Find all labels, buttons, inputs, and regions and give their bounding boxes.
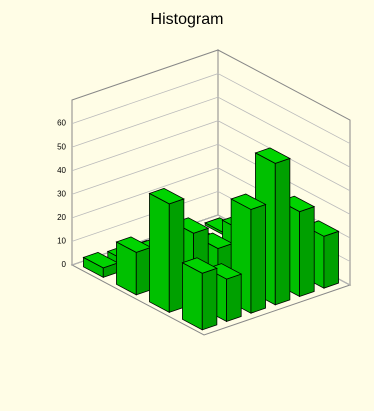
bar-side	[226, 273, 242, 323]
bar-side	[168, 198, 185, 313]
bar-top	[254, 147, 291, 164]
grid-line	[71, 96, 351, 168]
grid-line	[71, 120, 351, 192]
grid-line	[71, 73, 351, 144]
bar-side	[299, 206, 315, 298]
bar-side	[274, 157, 291, 306]
bar-side	[323, 230, 339, 289]
z-tick-label: 40	[57, 166, 66, 175]
z-tick-label: 0	[62, 260, 67, 269]
bar	[115, 236, 152, 296]
z-tick-label: 50	[57, 142, 66, 151]
bar	[82, 251, 119, 278]
bar-side	[149, 192, 170, 313]
z-tick-label: 10	[57, 237, 66, 246]
chart-title: Histogram	[151, 11, 224, 28]
bar-top	[181, 257, 218, 274]
z-tick-label: 30	[57, 189, 66, 198]
bar-top	[115, 236, 152, 253]
bar-top	[82, 251, 119, 269]
z-tick-label: 20	[57, 213, 66, 222]
bar	[181, 257, 218, 331]
grid-line	[71, 143, 351, 215]
bar-side	[182, 262, 203, 331]
bar-side	[135, 246, 152, 296]
bar	[148, 187, 185, 313]
z-tick-label: 60	[57, 119, 66, 128]
bar-top	[230, 193, 267, 210]
bar-top	[148, 187, 185, 205]
bar-side	[201, 267, 218, 331]
bar-side	[250, 203, 266, 314]
